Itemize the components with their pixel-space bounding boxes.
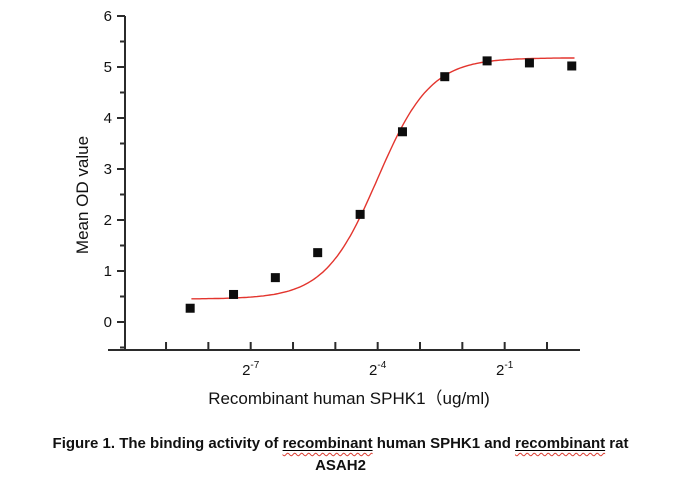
axes	[108, 15, 580, 351]
caption-underlined-word: recombinant	[515, 435, 606, 452]
x-axis-ticks	[165, 342, 548, 350]
caption-line-1: Figure 1. The binding activity of recomb…	[52, 435, 629, 452]
y-tick-label: 2	[104, 212, 112, 229]
x-tick-label: 2-4	[369, 360, 387, 379]
caption-underlined-word: recombinant	[282, 435, 373, 452]
data-point-marker	[440, 72, 450, 82]
chart-canvas: 0 1 2 3 4 5 6 2-7 2-4 2-1 Mean OD value Recombina…	[73, 8, 580, 408]
y-tick-label: 4	[104, 110, 112, 127]
data-points-layer	[185, 56, 577, 313]
data-point-marker	[482, 56, 492, 66]
fit-curve-layer	[191, 57, 575, 300]
y-tick-label: 6	[104, 8, 112, 25]
y-tick-label: 3	[104, 161, 112, 178]
y-tick-label: 1	[104, 263, 112, 280]
y-axis-title: Mean OD value	[73, 136, 92, 254]
y-axis-ticks	[117, 15, 125, 349]
data-point-marker	[524, 58, 534, 68]
x-axis-title: Recombinant human SPHK1（ug/ml)	[208, 389, 490, 408]
data-point-marker	[229, 289, 239, 299]
data-point-marker	[397, 127, 407, 137]
data-point-marker	[270, 273, 280, 283]
x-tick-label: 2-7	[242, 360, 260, 379]
data-point-marker	[185, 303, 195, 313]
x-tick-label: 2-1	[496, 360, 514, 379]
data-point-marker	[567, 61, 577, 71]
data-point-marker	[313, 248, 323, 258]
fit-curve	[191, 57, 575, 300]
tick-labels: 0 1 2 3 4 5 6 2-7 2-4 2-1	[104, 8, 514, 379]
data-point-marker	[355, 209, 365, 219]
binding-activity-chart: 0 1 2 3 4 5 6 2-7 2-4 2-1 Mean OD value Recombina…	[73, 8, 580, 408]
caption-line-2: ASAH2	[315, 457, 366, 474]
y-tick-label: 5	[104, 59, 112, 76]
y-tick-label: 0	[104, 314, 112, 331]
figure-caption: Figure 1. The binding activity of recomb…	[0, 433, 681, 477]
